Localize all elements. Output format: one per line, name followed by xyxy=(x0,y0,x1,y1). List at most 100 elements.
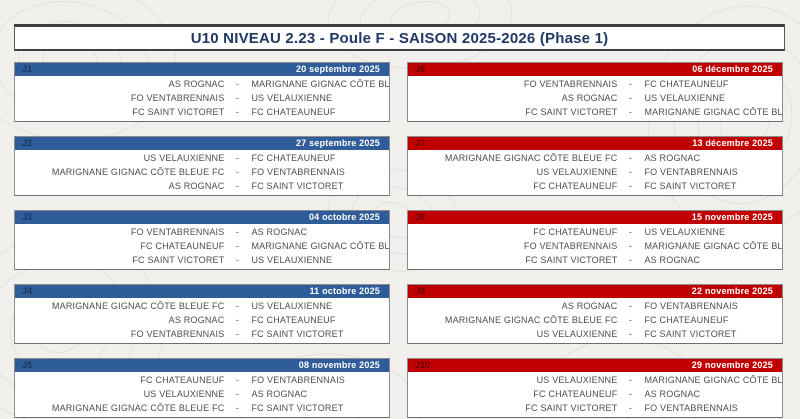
home-team-label: FC CHATEAUNEUF xyxy=(533,181,618,191)
round-matches: AS ROGNAC - MARIGNANE GIGNAC CÔTE BLEUE … xyxy=(15,76,389,121)
away-team-label: MARIGNANE GIGNAC CÔTE BLEUE FC xyxy=(644,375,782,385)
round-matches: FC CHATEAUNEUF - FO VENTABRENNAIS US VEL… xyxy=(15,372,389,417)
match-separator: - xyxy=(235,315,240,325)
match-row: FC SAINT VICTORET - MARIGNANE GIGNAC CÔT… xyxy=(408,105,782,119)
match-separator: - xyxy=(235,79,240,89)
match-separator: - xyxy=(235,403,240,413)
away-team-label: AS ROGNAC xyxy=(644,255,701,265)
round-block: J3 04 octobre 2025 FO VENTABRENNAIS - AS… xyxy=(14,210,390,270)
round-header: J2 27 septembre 2025 xyxy=(15,137,389,150)
home-team-label: AS ROGNAC xyxy=(168,79,225,89)
match-separator: - xyxy=(628,241,633,251)
match-separator: - xyxy=(628,227,633,237)
match-separator: - xyxy=(235,375,240,385)
match-separator: - xyxy=(628,403,633,413)
match-separator: - xyxy=(235,329,240,339)
away-team-label: MARIGNANE GIGNAC CÔTE BLEUE FC xyxy=(251,79,389,89)
match-separator: - xyxy=(235,107,240,117)
match-row: MARIGNANE GIGNAC CÔTE BLEUE FC - FC CHAT… xyxy=(408,313,782,327)
match-row: AS ROGNAC - MARIGNANE GIGNAC CÔTE BLEUE … xyxy=(15,77,389,91)
match-separator: - xyxy=(235,93,240,103)
round-block: J9 22 novembre 2025 AS ROGNAC - FO VENTA… xyxy=(407,284,783,344)
home-team-label: MARIGNANE GIGNAC CÔTE BLEUE FC xyxy=(51,403,225,413)
match-separator: - xyxy=(628,301,633,311)
match-row: AS ROGNAC - US VELAUXIENNE xyxy=(408,91,782,105)
home-team-label: FC SAINT VICTORET xyxy=(132,107,225,117)
round-header: J8 15 novembre 2025 xyxy=(408,211,782,224)
home-team-label: FC CHATEAUNEUF xyxy=(533,389,618,399)
round-block: J6 06 décembre 2025 FO VENTABRENNAIS - F… xyxy=(407,62,783,122)
match-separator: - xyxy=(235,153,240,163)
match-row: FC SAINT VICTORET - FC CHATEAUNEUF xyxy=(15,105,389,119)
match-row: US VELAUXIENNE - FC SAINT VICTORET xyxy=(408,327,782,341)
round-header: J1 20 septembre 2025 xyxy=(15,63,389,76)
round-matches: MARIGNANE GIGNAC CÔTE BLEUE FC - AS ROGN… xyxy=(408,150,782,195)
away-team-label: FC SAINT VICTORET xyxy=(251,181,344,191)
round-id-label: J7 xyxy=(415,138,426,148)
round-date-label: 11 octobre 2025 xyxy=(309,286,380,296)
away-team-label: MARIGNANE GIGNAC CÔTE BLEUE FC xyxy=(251,241,389,251)
home-team-label: AS ROGNAC xyxy=(561,301,618,311)
home-team-label: US VELAUXIENNE xyxy=(143,153,225,163)
round-id-label: J5 xyxy=(22,360,33,370)
round-id-label: J4 xyxy=(22,286,33,296)
away-team-label: AS ROGNAC xyxy=(251,389,308,399)
home-team-label: MARIGNANE GIGNAC CÔTE BLEUE FC xyxy=(444,315,618,325)
round-block: J10 29 novembre 2025 US VELAUXIENNE - MA… xyxy=(407,358,783,418)
home-team-label: AS ROGNAC xyxy=(168,315,225,325)
home-team-label: MARIGNANE GIGNAC CÔTE BLEUE FC xyxy=(51,167,225,177)
match-row: US VELAUXIENNE - FO VENTABRENNAIS xyxy=(408,165,782,179)
round-matches: FO VENTABRENNAIS - AS ROGNAC FC CHATEAUN… xyxy=(15,224,389,269)
round-date-label: 22 novembre 2025 xyxy=(691,286,773,296)
home-team-label: MARIGNANE GIGNAC CÔTE BLEUE FC xyxy=(444,153,618,163)
match-row: FO VENTABRENNAIS - US VELAUXIENNE xyxy=(15,91,389,105)
home-team-label: FO VENTABRENNAIS xyxy=(130,329,225,339)
round-header: J9 22 novembre 2025 xyxy=(408,285,782,298)
match-row: FC SAINT VICTORET - AS ROGNAC xyxy=(408,253,782,267)
home-team-label: US VELAUXIENNE xyxy=(536,375,618,385)
match-separator: - xyxy=(235,227,240,237)
round-block: J8 15 novembre 2025 FC CHATEAUNEUF - US … xyxy=(407,210,783,270)
match-separator: - xyxy=(628,167,633,177)
match-row: FC CHATEAUNEUF - AS ROGNAC xyxy=(408,387,782,401)
round-header: J3 04 octobre 2025 xyxy=(15,211,389,224)
home-team-label: FC SAINT VICTORET xyxy=(525,107,618,117)
match-separator: - xyxy=(628,375,633,385)
match-separator: - xyxy=(628,93,633,103)
away-team-label: FO VENTABRENNAIS xyxy=(644,301,738,311)
away-team-label: AS ROGNAC xyxy=(644,153,701,163)
page-title: U10 NIVEAU 2.23 - Poule F - SAISON 2025-… xyxy=(190,29,609,47)
match-separator: - xyxy=(235,389,240,399)
away-team-label: US VELAUXIENNE xyxy=(644,227,726,237)
round-header: J7 13 décembre 2025 xyxy=(408,137,782,150)
match-row: FO VENTABRENNAIS - MARIGNANE GIGNAC CÔTE… xyxy=(408,239,782,253)
away-team-label: FC CHATEAUNEUF xyxy=(251,107,336,117)
home-team-label: US VELAUXIENNE xyxy=(143,389,225,399)
round-date-label: 20 septembre 2025 xyxy=(296,64,380,74)
away-team-label: FC CHATEAUNEUF xyxy=(251,315,336,325)
round-header: J6 06 décembre 2025 xyxy=(408,63,782,76)
home-team-label: FO VENTABRENNAIS xyxy=(130,227,225,237)
home-team-label: FO VENTABRENNAIS xyxy=(523,79,618,89)
match-row: AS ROGNAC - FC SAINT VICTORET xyxy=(15,179,389,193)
round-block: J2 27 septembre 2025 US VELAUXIENNE - FC… xyxy=(14,136,390,196)
round-date-label: 15 novembre 2025 xyxy=(691,212,773,222)
match-separator: - xyxy=(235,181,240,191)
round-matches: FC CHATEAUNEUF - US VELAUXIENNE FO VENTA… xyxy=(408,224,782,269)
home-team-label: MARIGNANE GIGNAC CÔTE BLEUE FC xyxy=(51,301,225,311)
away-team-label: FC CHATEAUNEUF xyxy=(644,79,729,89)
away-team-label: US VELAUXIENNE xyxy=(251,93,333,103)
match-separator: - xyxy=(628,153,633,163)
match-row: FC CHATEAUNEUF - US VELAUXIENNE xyxy=(408,225,782,239)
away-team-label: MARIGNANE GIGNAC CÔTE BLEUE FC xyxy=(644,107,782,117)
round-block: J7 13 décembre 2025 MARIGNANE GIGNAC CÔT… xyxy=(407,136,783,196)
match-separator: - xyxy=(628,329,633,339)
home-team-label: US VELAUXIENNE xyxy=(536,329,618,339)
round-header: J5 08 novembre 2025 xyxy=(15,359,389,372)
home-team-label: FC CHATEAUNEUF xyxy=(140,375,225,385)
round-date-label: 29 novembre 2025 xyxy=(691,360,773,370)
round-id-label: J3 xyxy=(22,212,33,222)
match-row: US VELAUXIENNE - AS ROGNAC xyxy=(15,387,389,401)
round-id-label: J1 xyxy=(22,64,33,74)
home-team-label: AS ROGNAC xyxy=(168,181,225,191)
